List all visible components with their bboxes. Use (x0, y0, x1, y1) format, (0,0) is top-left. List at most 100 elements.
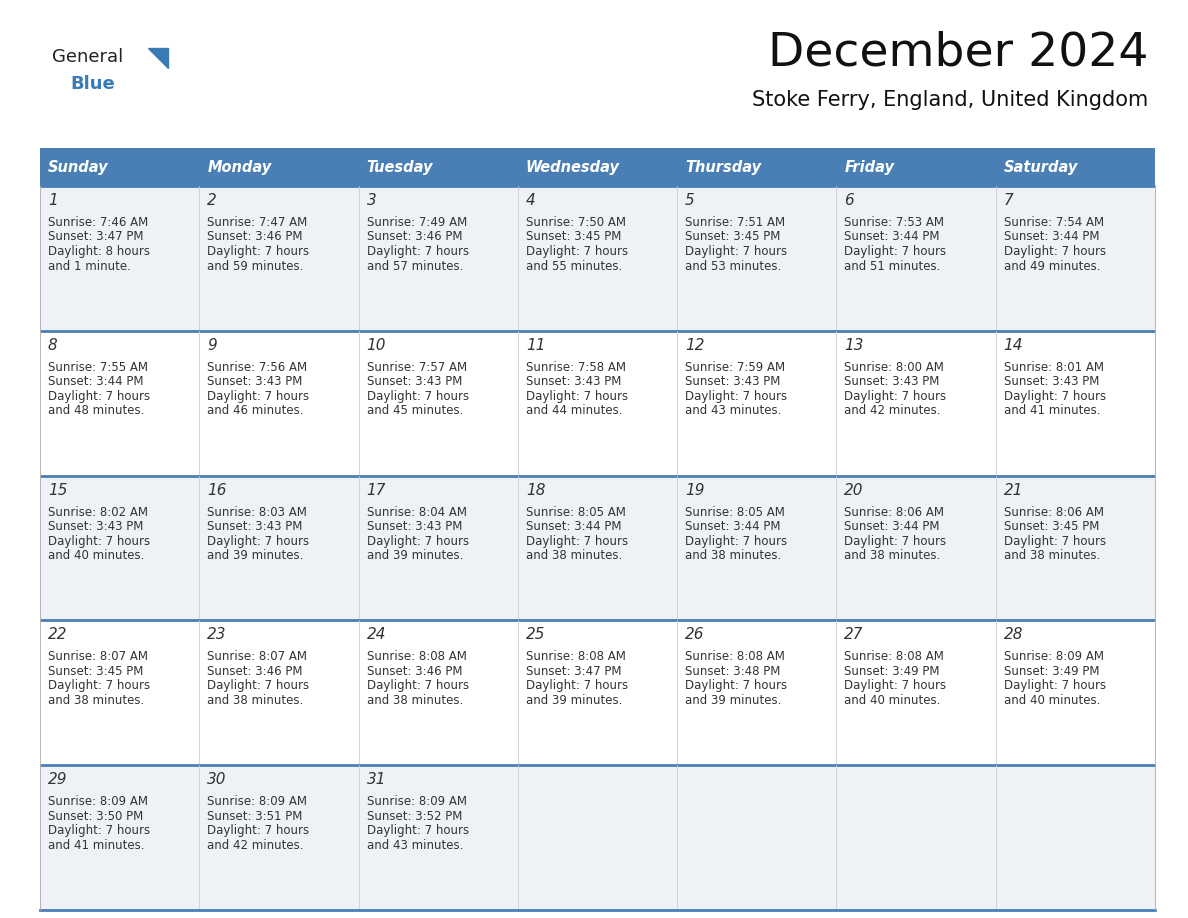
Text: Sunrise: 8:05 AM: Sunrise: 8:05 AM (526, 506, 626, 519)
Text: and 40 minutes.: and 40 minutes. (48, 549, 145, 562)
Text: Sunrise: 8:01 AM: Sunrise: 8:01 AM (1004, 361, 1104, 374)
Bar (40, 186, 1155, 330)
Text: 23: 23 (207, 627, 227, 643)
Text: 9: 9 (207, 338, 217, 353)
Text: Sunrise: 8:07 AM: Sunrise: 8:07 AM (207, 650, 308, 664)
Text: 15: 15 (48, 483, 68, 498)
Text: Sunset: 3:45 PM: Sunset: 3:45 PM (685, 230, 781, 243)
Text: 12: 12 (685, 338, 704, 353)
Text: Sunset: 3:44 PM: Sunset: 3:44 PM (1004, 230, 1099, 243)
Text: and 39 minutes.: and 39 minutes. (685, 694, 782, 707)
Text: Sunrise: 8:06 AM: Sunrise: 8:06 AM (1004, 506, 1104, 519)
Text: Sunset: 3:44 PM: Sunset: 3:44 PM (685, 521, 781, 533)
Text: Sunrise: 8:09 AM: Sunrise: 8:09 AM (367, 795, 467, 808)
Text: and 57 minutes.: and 57 minutes. (367, 260, 463, 273)
Polygon shape (148, 48, 168, 68)
Text: Daylight: 7 hours: Daylight: 7 hours (845, 534, 947, 548)
Text: Daylight: 7 hours: Daylight: 7 hours (1004, 390, 1106, 403)
Bar (40, 148, 200, 186)
Text: Sunset: 3:51 PM: Sunset: 3:51 PM (207, 810, 303, 823)
Bar (40, 330, 1155, 476)
Text: and 38 minutes.: and 38 minutes. (1004, 549, 1100, 562)
Text: Daylight: 7 hours: Daylight: 7 hours (845, 245, 947, 258)
Bar (518, 148, 677, 186)
Text: 11: 11 (526, 338, 545, 353)
Text: Sunset: 3:43 PM: Sunset: 3:43 PM (685, 375, 781, 388)
Text: Sunrise: 7:51 AM: Sunrise: 7:51 AM (685, 216, 785, 229)
Text: and 38 minutes.: and 38 minutes. (48, 694, 144, 707)
Text: Daylight: 7 hours: Daylight: 7 hours (207, 824, 309, 837)
Text: Sunrise: 8:09 AM: Sunrise: 8:09 AM (207, 795, 308, 808)
Text: and 49 minutes.: and 49 minutes. (1004, 260, 1100, 273)
Text: Sunset: 3:44 PM: Sunset: 3:44 PM (526, 521, 621, 533)
Text: Daylight: 7 hours: Daylight: 7 hours (1004, 245, 1106, 258)
Text: Daylight: 7 hours: Daylight: 7 hours (367, 824, 469, 837)
Text: and 43 minutes.: and 43 minutes. (367, 839, 463, 852)
Text: Sunset: 3:44 PM: Sunset: 3:44 PM (845, 230, 940, 243)
Bar (677, 148, 836, 186)
Text: 17: 17 (367, 483, 386, 498)
Text: Daylight: 7 hours: Daylight: 7 hours (207, 679, 309, 692)
Text: Sunrise: 7:47 AM: Sunrise: 7:47 AM (207, 216, 308, 229)
Text: Sunrise: 7:54 AM: Sunrise: 7:54 AM (1004, 216, 1104, 229)
Text: Sunset: 3:46 PM: Sunset: 3:46 PM (367, 230, 462, 243)
Text: Sunrise: 8:09 AM: Sunrise: 8:09 AM (48, 795, 148, 808)
Text: December 2024: December 2024 (767, 30, 1148, 75)
Bar (836, 148, 996, 186)
Text: Sunrise: 8:07 AM: Sunrise: 8:07 AM (48, 650, 148, 664)
Text: Daylight: 7 hours: Daylight: 7 hours (367, 679, 469, 692)
Text: 28: 28 (1004, 627, 1023, 643)
Text: Daylight: 7 hours: Daylight: 7 hours (526, 534, 628, 548)
Bar (359, 148, 518, 186)
Text: and 43 minutes.: and 43 minutes. (685, 404, 782, 418)
Text: Sunrise: 8:03 AM: Sunrise: 8:03 AM (207, 506, 308, 519)
Text: Sunset: 3:46 PM: Sunset: 3:46 PM (367, 665, 462, 677)
Text: Wednesday: Wednesday (526, 161, 620, 175)
Text: and 55 minutes.: and 55 minutes. (526, 260, 623, 273)
Text: 4: 4 (526, 193, 536, 208)
Text: Daylight: 7 hours: Daylight: 7 hours (367, 245, 469, 258)
Text: Monday: Monday (207, 161, 272, 175)
Text: Sunset: 3:49 PM: Sunset: 3:49 PM (845, 665, 940, 677)
Text: and 42 minutes.: and 42 minutes. (207, 839, 304, 852)
Text: and 39 minutes.: and 39 minutes. (367, 549, 463, 562)
Bar (40, 476, 1155, 621)
Text: 31: 31 (367, 772, 386, 788)
Text: 18: 18 (526, 483, 545, 498)
Text: Sunset: 3:45 PM: Sunset: 3:45 PM (1004, 521, 1099, 533)
Bar (996, 148, 1155, 186)
Text: 1: 1 (48, 193, 58, 208)
Text: 30: 30 (207, 772, 227, 788)
Text: and 38 minutes.: and 38 minutes. (526, 549, 623, 562)
Text: and 39 minutes.: and 39 minutes. (207, 549, 304, 562)
Text: Tuesday: Tuesday (367, 161, 434, 175)
Text: and 45 minutes.: and 45 minutes. (367, 404, 463, 418)
Text: and 38 minutes.: and 38 minutes. (685, 549, 782, 562)
Text: Sunday: Sunday (48, 161, 108, 175)
Text: Daylight: 7 hours: Daylight: 7 hours (685, 679, 788, 692)
Text: 13: 13 (845, 338, 864, 353)
Text: Daylight: 7 hours: Daylight: 7 hours (526, 679, 628, 692)
Bar (40, 621, 1155, 766)
Text: Stoke Ferry, England, United Kingdom: Stoke Ferry, England, United Kingdom (752, 90, 1148, 110)
Text: Saturday: Saturday (1004, 161, 1078, 175)
Text: Sunrise: 7:53 AM: Sunrise: 7:53 AM (845, 216, 944, 229)
Text: Sunset: 3:46 PM: Sunset: 3:46 PM (207, 665, 303, 677)
Text: Sunrise: 8:06 AM: Sunrise: 8:06 AM (845, 506, 944, 519)
Text: and 38 minutes.: and 38 minutes. (845, 549, 941, 562)
Text: Sunset: 3:43 PM: Sunset: 3:43 PM (1004, 375, 1099, 388)
Text: Sunrise: 7:49 AM: Sunrise: 7:49 AM (367, 216, 467, 229)
Bar (40, 766, 1155, 910)
Text: and 44 minutes.: and 44 minutes. (526, 404, 623, 418)
Text: 21: 21 (1004, 483, 1023, 498)
Text: Daylight: 7 hours: Daylight: 7 hours (48, 679, 150, 692)
Text: Sunset: 3:46 PM: Sunset: 3:46 PM (207, 230, 303, 243)
Text: Sunset: 3:48 PM: Sunset: 3:48 PM (685, 665, 781, 677)
Text: Sunset: 3:43 PM: Sunset: 3:43 PM (367, 521, 462, 533)
Text: and 59 minutes.: and 59 minutes. (207, 260, 304, 273)
Text: 29: 29 (48, 772, 68, 788)
Text: 5: 5 (685, 193, 695, 208)
Text: and 38 minutes.: and 38 minutes. (367, 694, 463, 707)
Text: Sunset: 3:52 PM: Sunset: 3:52 PM (367, 810, 462, 823)
Text: 19: 19 (685, 483, 704, 498)
